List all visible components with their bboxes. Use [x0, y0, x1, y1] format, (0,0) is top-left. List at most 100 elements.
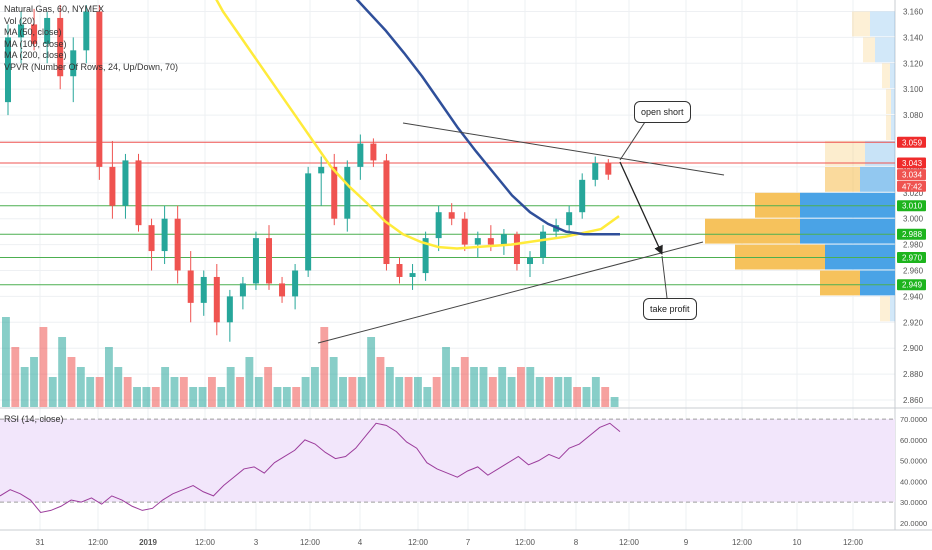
time-tick-label: 12:00 [619, 538, 640, 547]
vp-down-bar [852, 11, 870, 37]
price-tick-label: 3.120 [903, 59, 924, 68]
volume-bar [11, 347, 20, 407]
volume-bar [348, 377, 357, 407]
volume-bar [273, 387, 282, 407]
take-profit-callout[interactable]: take profit [643, 298, 697, 320]
volume-bar [39, 327, 48, 407]
volume-bar [208, 377, 216, 407]
rsi-pane [0, 418, 895, 514]
volume-bar [198, 387, 207, 407]
open-short-callout[interactable]: open short [634, 101, 691, 123]
volume-bar [311, 367, 319, 407]
candle-body [396, 264, 403, 277]
candle-body [44, 17, 51, 44]
price-tick-label: 3.080 [903, 111, 924, 120]
candle-body [344, 166, 351, 219]
candle-body [239, 283, 246, 297]
candle-body [213, 276, 220, 323]
candlesticks [5, 5, 612, 342]
candle-body [266, 238, 272, 284]
volume-bar [86, 377, 95, 407]
ma-yellow-line [215, 0, 620, 250]
candle-body [31, 24, 38, 44]
volume-bar [563, 377, 572, 407]
volume-bar [573, 387, 582, 407]
volume-bar [76, 367, 85, 407]
vp-up-bar [891, 115, 895, 140]
candle-body [83, 11, 90, 51]
rsi-tick-label: 50.0000 [900, 457, 927, 466]
volume-bar [95, 377, 104, 407]
candle-body [487, 238, 494, 245]
candle-body [500, 234, 507, 245]
time-tick-label: 12:00 [300, 538, 321, 547]
vp-up-bar [865, 140, 895, 166]
candle-body [566, 212, 573, 226]
symbol-title[interactable]: Natural Gas, 60, NYMEX [4, 4, 105, 14]
volume-bar [498, 367, 507, 407]
volume-bar [105, 347, 113, 407]
volume-bar [376, 357, 385, 407]
price-tick-label: 2.880 [903, 370, 924, 379]
rsi-tick-label: 70.0000 [900, 415, 927, 424]
vp-down-bar [886, 89, 891, 115]
short-arrow [619, 161, 663, 255]
vp-down-bar [882, 63, 890, 89]
time-tick-label: 3 [254, 538, 259, 547]
volume-bar [264, 367, 273, 407]
volume-bar [535, 377, 544, 407]
vp-up-bar [860, 270, 895, 296]
vp-up-bar [890, 296, 895, 322]
time-tick-label: 12:00 [88, 538, 109, 547]
candle-body [96, 11, 103, 167]
legend-ma100[interactable]: MA (100, close) [4, 38, 67, 49]
rsi-tick-label: 20.0000 [900, 519, 927, 528]
volume-bars [2, 317, 619, 407]
legend-rsi[interactable]: RSI (14, close) [4, 414, 64, 424]
ma-blue-line [355, 0, 620, 236]
volume-bar [601, 387, 610, 407]
legend-vol[interactable]: Vol (20) [4, 15, 36, 26]
price-badge [897, 169, 926, 181]
legend-vpvr[interactable]: VPVR (Number Of Rows, 24, Up/Down, 70) [4, 61, 179, 72]
upper-trendline [402, 122, 725, 176]
price-badge-label: 3.043 [902, 159, 923, 168]
horizontal-levels [0, 141, 895, 286]
volume-bar [133, 387, 141, 407]
rsi-tick-label: 60.0000 [900, 436, 927, 445]
legend-ma200[interactable]: MA (200, close) [4, 50, 67, 61]
price-tick-label: 2.900 [903, 344, 924, 353]
volume-bar [470, 367, 479, 407]
volume-bar [151, 387, 160, 407]
time-axis[interactable]: 31 12:00 2019 12:00 3 12:00 4 12:00 7 12:00 8 12:00… [36, 538, 864, 547]
volume-bar [367, 337, 376, 407]
price-badge-label: 2.988 [902, 230, 923, 239]
vp-down-bar [820, 270, 860, 296]
volume-bar [610, 397, 619, 407]
volume-bar [114, 367, 123, 407]
price-badge-label: 2.949 [902, 281, 923, 290]
candle-body [409, 273, 416, 277]
candle-body [187, 270, 194, 303]
vp-up-bar [860, 166, 895, 192]
price-tick-label: 3.160 [903, 7, 924, 16]
candle-body [18, 24, 25, 38]
time-tick-label: 10 [793, 538, 802, 547]
volume-bar [236, 377, 244, 407]
candle-body [435, 212, 442, 239]
candle-body [540, 231, 547, 258]
legend-ma50[interactable]: MA (50, close) [4, 27, 62, 38]
vp-down-bar [825, 166, 860, 192]
vp-down-bar [705, 218, 800, 244]
volume-bar [254, 377, 263, 407]
price-badge-label: 47:42 [902, 182, 923, 191]
price-badge [897, 180, 926, 192]
volume-bar [20, 367, 29, 407]
candle-body [109, 166, 116, 206]
vp-down-bar [863, 37, 875, 63]
candle-body [605, 163, 612, 175]
price-axis[interactable]: 3.1603.1403.1203.1003.0803.0603.0403.020… [897, 7, 927, 528]
indicator-legend: Natural Gas, 60, NYMEX Vol (20) MA (50, … [4, 4, 178, 74]
time-tick-label: 12:00 [732, 538, 753, 547]
candle-body [226, 296, 233, 323]
